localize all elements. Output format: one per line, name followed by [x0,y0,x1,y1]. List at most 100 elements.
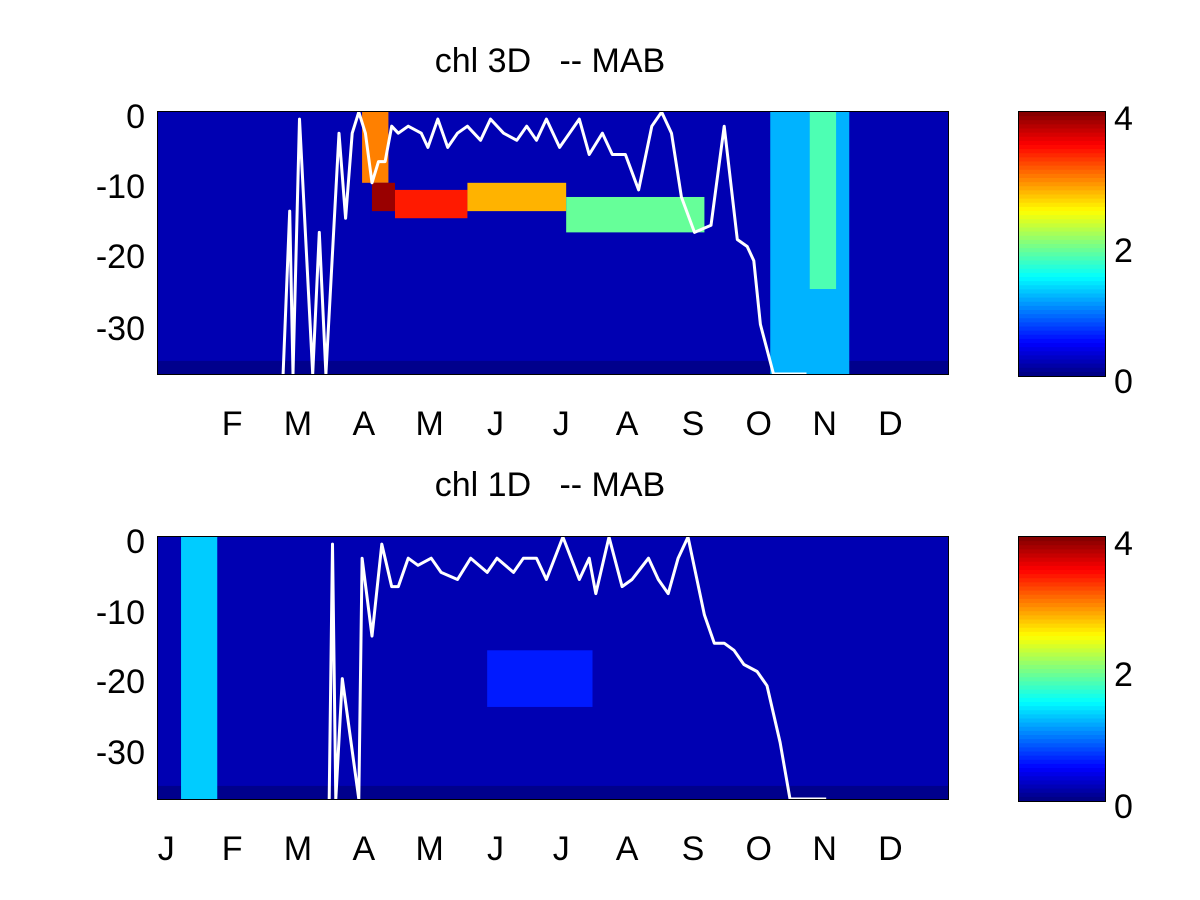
colorbar-cell [1019,359,1105,365]
x-tick-label: N [812,830,837,868]
x-tick-label: F [221,830,243,868]
x-tick-label: J [552,405,570,443]
colorbar-cell [1019,640,1105,645]
colorbar-cell [1019,128,1105,134]
colorbar-cell [1019,792,1105,798]
x-tick-label: S [681,830,705,868]
colorbar-cell [1019,334,1105,340]
colorbar-cell [1019,120,1105,125]
colorbar-cell [1019,689,1105,695]
colorbar-cell [1019,747,1105,753]
colorbar-cell [1019,677,1105,682]
colorbar-cell [1019,318,1105,323]
colorbar-cell [1019,173,1105,179]
colorbar-cell [1019,301,1105,307]
colorbar-cell [1019,136,1105,142]
colorbar-tick-label: 2 [1114,656,1133,694]
colorbar-cell [1019,322,1105,328]
colorbar-cell [1019,685,1105,691]
colorbar-cell [1019,718,1105,724]
colorbar-cell [1019,310,1105,315]
colorbar-cell [1019,124,1105,130]
colorbar-cell [1019,239,1105,245]
colorbar-cell [1019,169,1105,175]
x-tick-label: N [812,405,837,443]
colorbar-cell [1019,594,1105,600]
colorbar-cell [1019,582,1105,588]
colorbar-cell [1019,140,1105,146]
colorbar-cell [1019,714,1105,720]
heatmap-cell [809,112,837,290]
colorbar-cell [1019,338,1105,344]
heatmap-cell [566,196,705,233]
mixed-layer-depth-line [327,537,827,799]
colorbar-cell [1019,186,1105,191]
colorbar-cell [1019,314,1105,319]
colorbar-cell [1019,607,1105,612]
colorbar-cell [1019,631,1105,637]
colorbar-cell [1019,206,1105,212]
colorbar-cell [1019,578,1105,583]
colorbar-cell [1019,268,1105,274]
colorbar-cell [1019,660,1105,666]
colorbar-cell [1019,772,1105,777]
colorbar-cell [1019,537,1105,542]
x-tick-label: M [415,405,444,443]
colorbar-cell [1019,297,1105,303]
colorbar-cell [1019,627,1105,633]
heatmap-3d [157,111,949,375]
colorbar-cell [1019,227,1105,233]
colorbar-cell [1019,611,1105,616]
x-tick-label: O [745,830,773,868]
colorbar-cell [1019,363,1105,369]
y-tick-label: -30 [95,734,145,772]
colorbar-cell [1019,244,1105,249]
colorbar-cell [1019,590,1105,596]
colorbar-cell [1019,355,1105,361]
x-tick-label: D [878,830,903,868]
chart-title-1d: chl 1D -- MAB [434,466,666,504]
colorbar-cell [1019,722,1105,728]
colorbar-cell [1019,796,1105,801]
colorbar-cell [1019,293,1105,299]
colorbar-cell [1019,784,1105,790]
colorbar-cell [1019,706,1105,711]
heatmap-1d [157,536,949,800]
colorbar-tick-label: 0 [1114,788,1133,826]
colorbar-cell [1019,565,1105,571]
colorbar-cell [1019,161,1105,167]
colorbar-cell [1019,305,1105,311]
x-tick-label: A [352,405,376,443]
colorbar-cell [1019,557,1105,563]
x-tick-label: A [615,405,639,443]
colorbar-cell [1019,285,1105,290]
colorbar-cell [1019,541,1105,546]
colorbar-cell [1019,673,1105,678]
colorbar-cell [1019,615,1105,621]
y-tick-label: -30 [95,310,145,348]
colorbar-cell [1019,545,1105,550]
colorbar-cell [1019,202,1105,208]
colorbar-cell [1019,776,1105,781]
colorbar-1d [1018,536,1106,802]
y-tick-label: 0 [126,98,145,136]
colorbar-cell [1019,664,1105,670]
colorbar-cell [1019,347,1105,352]
colorbar-cell [1019,553,1105,559]
colorbar-cell [1019,619,1105,625]
colorbar-cell [1019,215,1105,220]
colorbar-cell [1019,574,1105,579]
x-tick-label: O [745,405,773,443]
colorbar-cell [1019,182,1105,187]
colorbar-cell [1019,178,1105,183]
colorbar-cell [1019,367,1105,373]
colorbar-cell [1019,549,1105,555]
x-tick-label: J [552,830,570,868]
colorbar-cell [1019,730,1105,736]
colorbar-cell [1019,623,1105,629]
colorbar-cell [1019,198,1105,204]
colorbar-cell [1019,116,1105,121]
y-tick-label: -20 [95,663,145,701]
colorbar-cell [1019,652,1105,658]
colorbar-cell [1019,371,1105,376]
